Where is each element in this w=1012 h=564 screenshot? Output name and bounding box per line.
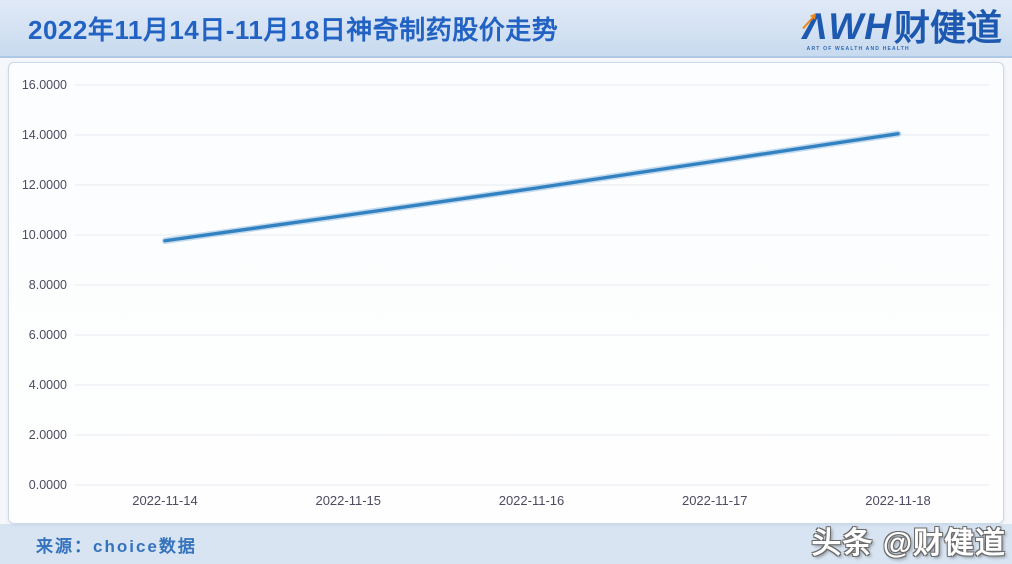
y-tick-label: 2.0000 (29, 428, 67, 442)
y-tick-label: 10.0000 (22, 228, 67, 242)
page-title: 2022年11月14日-11月18日神奇制药股价走势 (28, 14, 559, 45)
logo-wordmark: ΛWH (802, 6, 892, 47)
y-tick-label: 8.0000 (29, 278, 67, 292)
y-tick-label: 14.0000 (22, 128, 67, 142)
x-tick-label: 2022-11-15 (315, 493, 381, 508)
x-tick-label: 2022-11-17 (682, 493, 748, 508)
header-bar: 2022年11月14日-11月18日神奇制药股价走势 ΛWH ART OF WE… (0, 0, 1012, 58)
brand-logo: ΛWH ART OF WEALTH AND HEALTH 财健道 (801, 6, 1002, 52)
data-source-label: 来源：choice数据 (36, 536, 197, 556)
logo-tagline: ART OF WEALTH AND HEALTH (806, 46, 910, 52)
x-tick-label: 2022-11-18 (865, 493, 931, 508)
toutiao-watermark: 头条 @财健道 (811, 527, 1006, 560)
y-tick-label: 4.0000 (29, 378, 67, 392)
y-tick-label: 0.0000 (29, 478, 67, 492)
price-line (163, 132, 900, 243)
y-tick-label: 6.0000 (29, 328, 67, 342)
chart-card: 0.0000 2.0000 4.0000 6.0000 8.0000 10.0000 12.… (8, 62, 1004, 524)
x-tick-label: 2022-11-14 (132, 493, 198, 508)
chart-stage: 0.0000 2.0000 4.0000 6.0000 8.0000 10.0000 12.… (0, 58, 1012, 524)
logo-accent-arrow-icon (801, 13, 816, 29)
stock-price-line-chart: 0.0000 2.0000 4.0000 6.0000 8.0000 10.0000 12.… (22, 78, 989, 508)
footer-bar: 来源：choice数据 (0, 524, 1012, 564)
logo-brand-text: 财健道 (893, 7, 1002, 48)
x-tick-label: 2022-11-16 (499, 493, 565, 508)
y-tick-label: 16.0000 (22, 78, 67, 92)
y-tick-label: 12.0000 (22, 178, 67, 192)
